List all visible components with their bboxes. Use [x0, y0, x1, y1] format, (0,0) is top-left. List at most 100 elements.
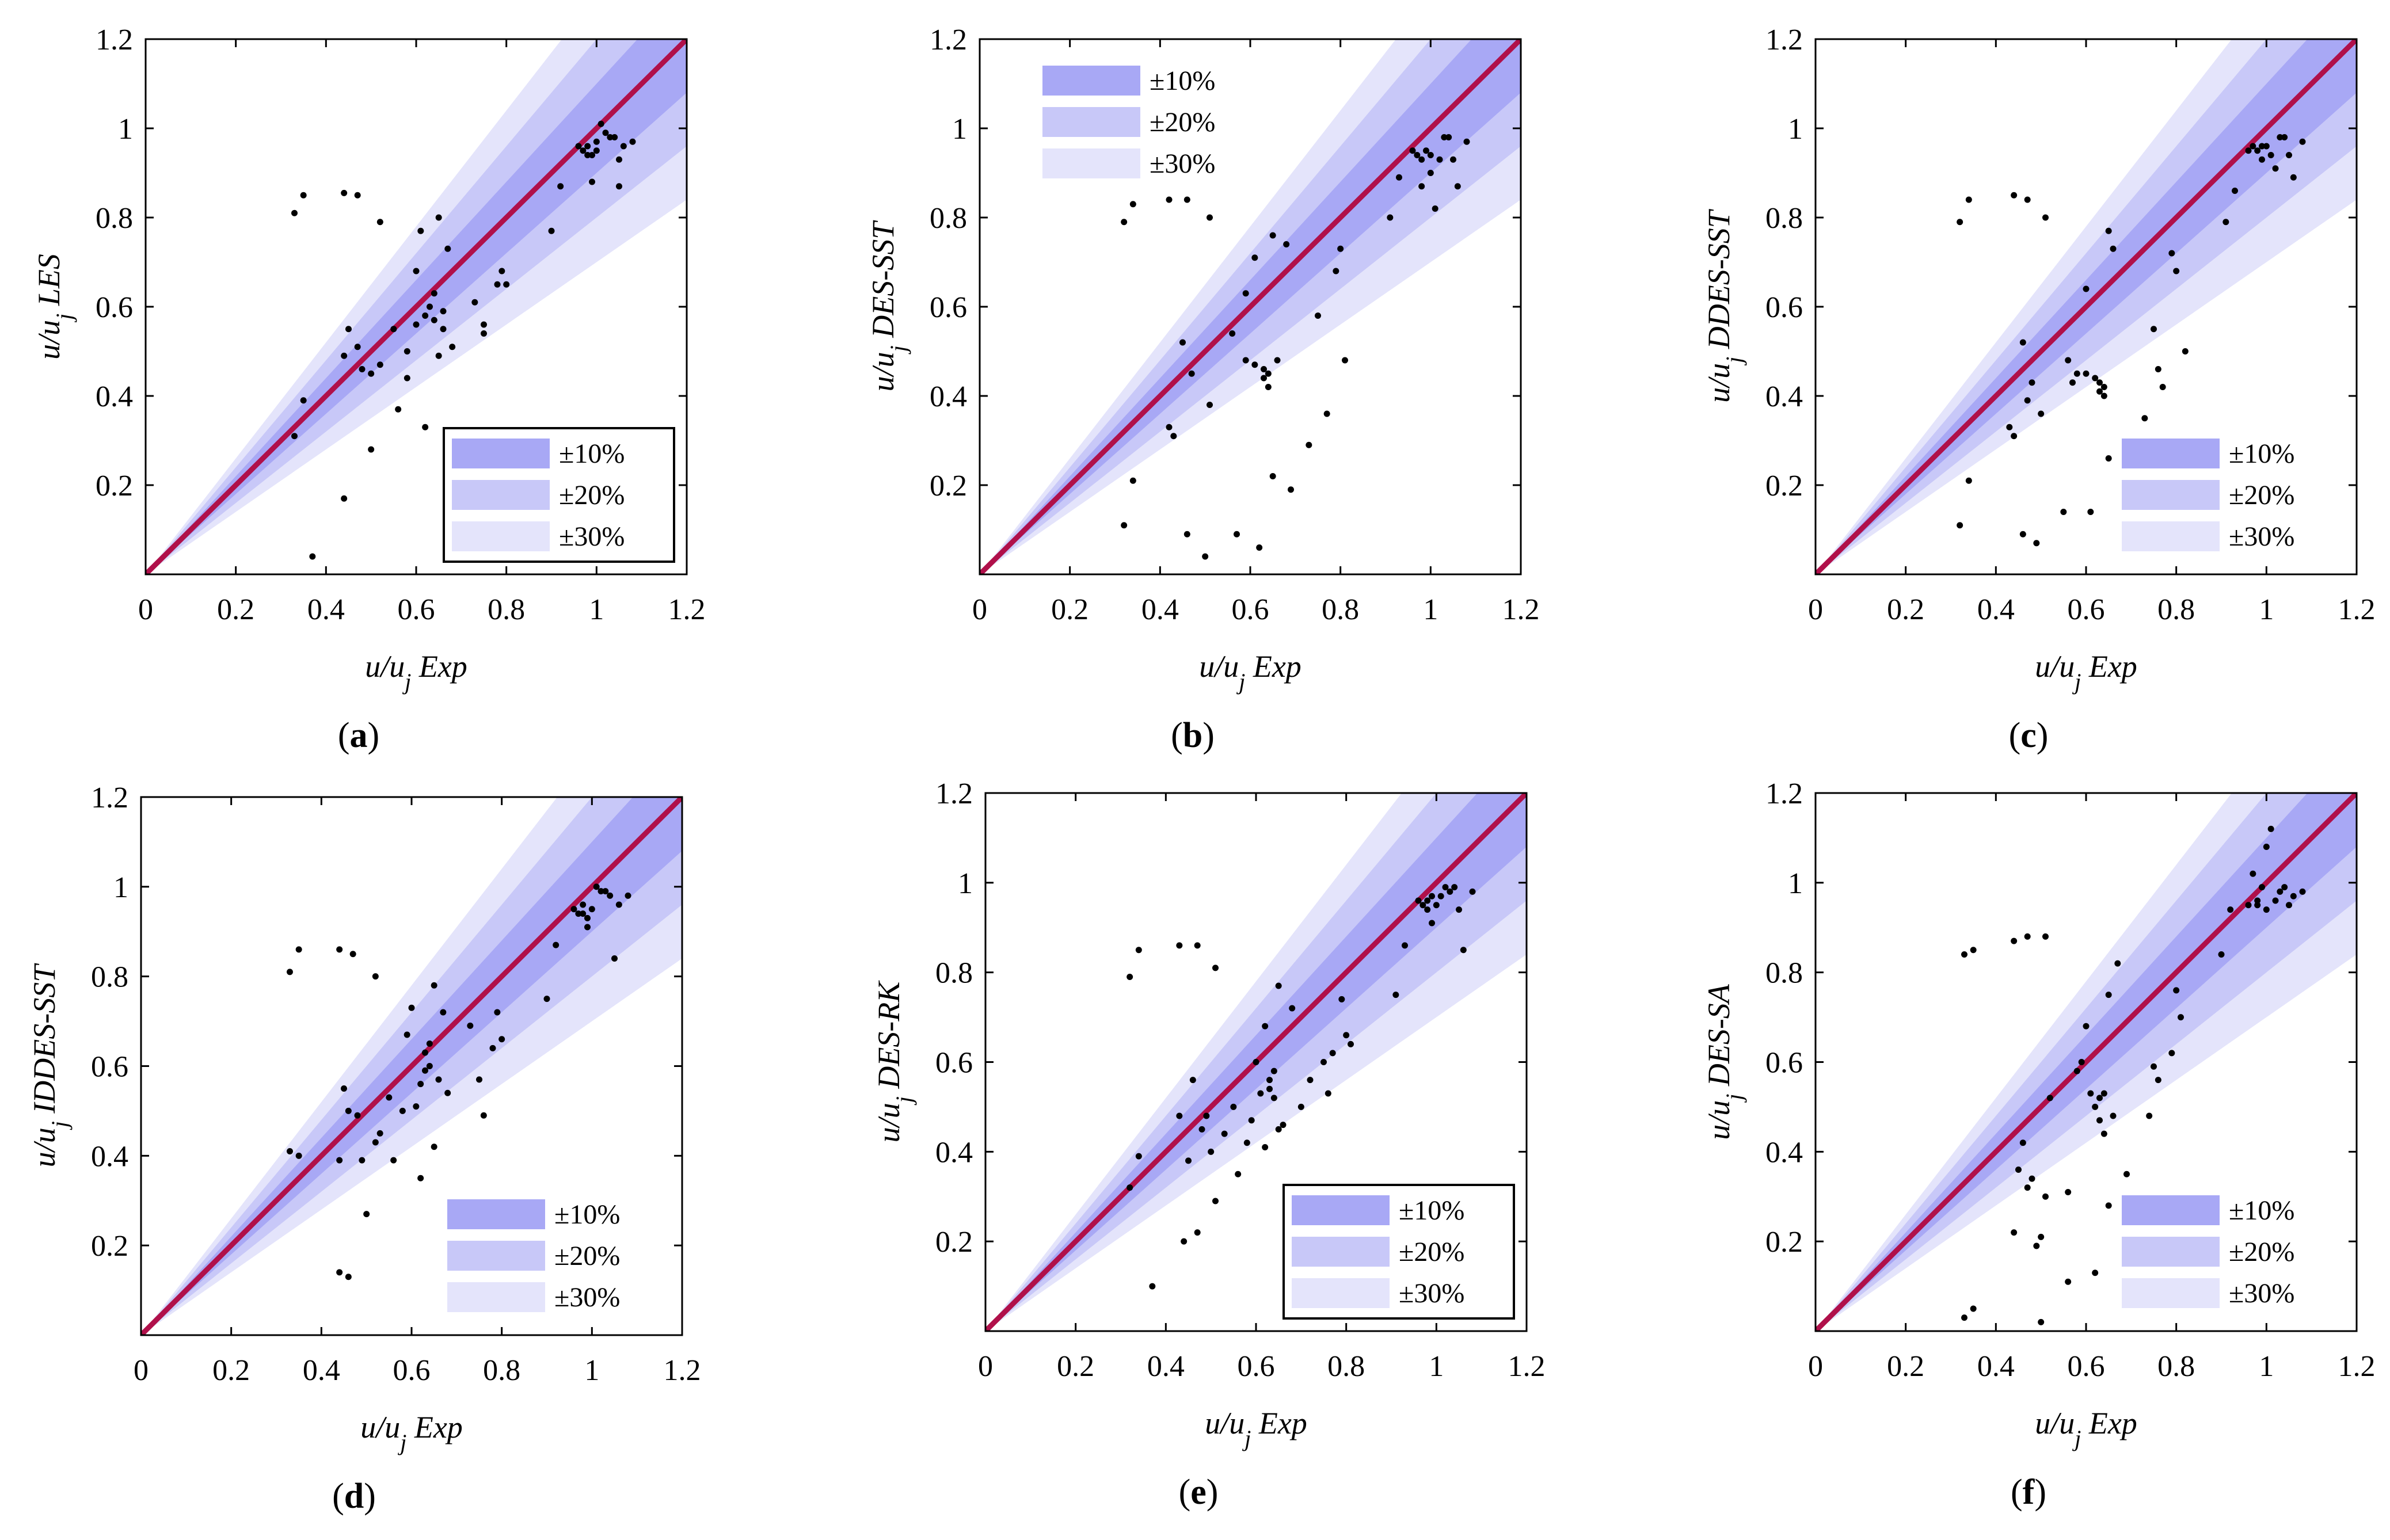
data-point	[1427, 152, 1434, 158]
data-point	[602, 888, 609, 895]
data-point	[607, 134, 614, 140]
data-point	[1185, 1157, 1192, 1164]
data-point	[431, 982, 437, 989]
data-point	[2141, 415, 2148, 422]
y-axis-label: u/uj LES	[32, 254, 77, 360]
data-point	[1315, 312, 1321, 319]
data-point	[1181, 1238, 1188, 1245]
data-point	[1248, 1117, 1255, 1124]
data-point	[2114, 960, 2121, 967]
data-point	[2011, 433, 2018, 440]
x-tick-label: 1.2	[1508, 1350, 1546, 1383]
x-tick-label: 0.6	[2068, 593, 2105, 626]
data-point	[2096, 1095, 2103, 1101]
data-point	[2042, 1193, 2049, 1200]
legend-label-10: ±10%	[559, 439, 625, 469]
y-tick-label: 0.6	[1765, 1047, 1803, 1080]
data-point	[435, 214, 442, 221]
data-point	[2155, 1077, 2161, 1084]
data-point	[481, 321, 487, 328]
data-points	[1957, 134, 2306, 547]
data-point	[1121, 219, 1128, 226]
data-point	[589, 178, 595, 185]
data-point	[2259, 156, 2265, 163]
x-tick-label: 0.2	[1057, 1350, 1094, 1383]
data-point	[354, 192, 361, 199]
data-point	[417, 1081, 424, 1088]
data-point	[422, 1049, 428, 1056]
y-tick-label: 0.8	[91, 961, 128, 994]
data-point	[440, 1009, 447, 1016]
data-point	[2272, 897, 2279, 904]
data-point	[620, 143, 627, 150]
data-point	[2065, 1278, 2072, 1285]
y-axis-label: u/uj IDDES-SST	[27, 963, 73, 1168]
panel-label: (f)	[2011, 1473, 2046, 1512]
data-point	[2006, 424, 2013, 430]
data-point	[417, 1175, 424, 1181]
y-tick-label: 1.2	[1765, 777, 1803, 810]
data-point	[1463, 138, 1470, 145]
legend-label-10: ±10%	[2229, 1195, 2294, 1226]
data-point	[2046, 1095, 2053, 1101]
data-point	[1333, 268, 1339, 275]
data-point	[426, 1040, 433, 1047]
data-point	[2019, 1139, 2026, 1146]
data-point	[570, 906, 577, 913]
data-point	[1957, 522, 1963, 529]
data-point	[1409, 147, 1416, 154]
y-tick-label: 0.2	[96, 470, 133, 502]
panel-label: (a)	[338, 716, 379, 755]
data-point	[363, 1211, 370, 1218]
data-point	[300, 192, 307, 199]
x-tick-label: 0.8	[1322, 593, 1359, 626]
data-point	[1469, 888, 1476, 895]
legend-swatch-20	[1042, 107, 1140, 137]
data-point	[2087, 509, 2094, 515]
y-tick-label: 0.8	[935, 957, 973, 990]
data-point	[580, 147, 587, 154]
data-point	[1447, 888, 1453, 895]
data-point	[2060, 509, 2067, 515]
data-point	[287, 969, 293, 975]
data-point	[494, 1009, 501, 1016]
y-tick-label: 1.2	[1765, 24, 1803, 56]
data-point	[1129, 477, 1136, 484]
y-tick-label: 0.6	[930, 291, 967, 324]
x-tick-label: 0.6	[398, 593, 435, 626]
data-point	[1280, 1122, 1287, 1129]
data-point	[2286, 152, 2292, 158]
data-point	[2259, 143, 2265, 150]
data-point	[1176, 942, 1183, 949]
x-tick-label: 0.2	[212, 1354, 250, 1387]
data-point	[616, 156, 622, 163]
data-point	[1387, 214, 1394, 221]
data-point	[467, 1022, 474, 1029]
panel-a: 0 0.2 0.4 0.6 0.8 1 1.2 0.2 0.4 0.6 0.8 1 1.2 u/uj Ex…	[32, 24, 706, 755]
data-point	[413, 268, 420, 275]
data-point	[2011, 937, 2018, 944]
data-point	[1166, 196, 1173, 203]
data-point	[611, 134, 618, 140]
data-point	[2250, 870, 2256, 877]
y-tick-label: 1.2	[935, 777, 973, 810]
data-point	[1235, 1171, 1242, 1177]
data-point	[341, 495, 348, 502]
data-point	[1325, 1090, 1331, 1097]
x-tick-label: 0.4	[1977, 1350, 2015, 1383]
data-point	[2096, 1117, 2103, 1124]
data-point	[1212, 965, 1219, 971]
data-point	[2168, 250, 2175, 257]
data-point	[1396, 174, 1402, 181]
data-point	[489, 1045, 496, 1051]
y-tick-label: 0.6	[96, 291, 133, 324]
data-point	[1423, 147, 1429, 154]
data-point	[2069, 379, 2076, 386]
y-tick-label: 1	[1788, 113, 1803, 146]
data-point	[1427, 170, 1434, 176]
data-point	[404, 348, 410, 354]
panel-label: (d)	[332, 1477, 376, 1516]
data-point	[435, 352, 442, 359]
data-point	[2038, 1233, 2045, 1240]
data-point	[386, 1094, 393, 1101]
